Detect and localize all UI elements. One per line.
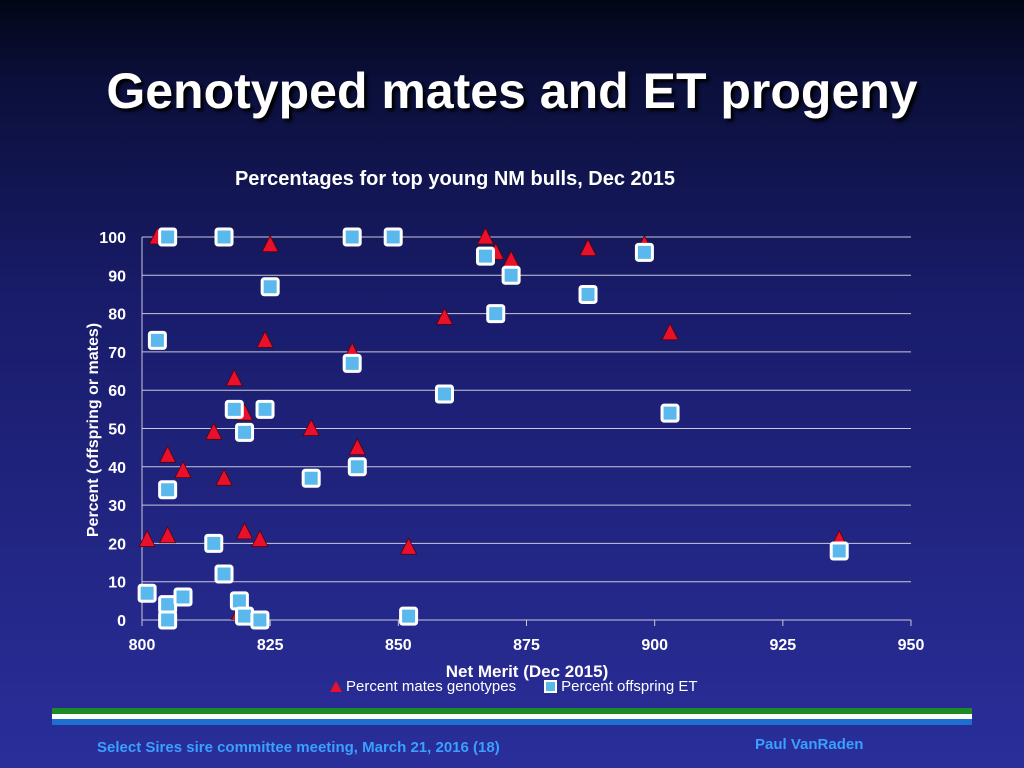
- y-tick-label: 60: [108, 383, 126, 400]
- footer-band-blue: [52, 719, 972, 725]
- offspring-point: [252, 612, 268, 628]
- y-tick-labels: 0 10 20 30 40 50 60 70 80 90 100: [99, 230, 126, 630]
- mates-point: [349, 439, 365, 455]
- mates-point: [160, 446, 176, 462]
- mates-point: [401, 538, 417, 554]
- mates-point: [237, 523, 253, 539]
- offspring-point: [385, 229, 401, 245]
- x-tick-label: 925: [769, 637, 796, 654]
- triangle-marker-icon: [330, 681, 342, 692]
- offspring-point: [303, 470, 319, 486]
- offspring-point: [160, 597, 176, 613]
- y-tick-label: 40: [108, 460, 126, 477]
- offspring-point: [226, 401, 242, 417]
- offspring-point: [231, 593, 247, 609]
- mates-point: [303, 420, 319, 436]
- mates-point: [662, 324, 678, 340]
- offspring-point: [206, 535, 222, 551]
- grid-lines: [142, 237, 911, 626]
- offspring-point: [401, 608, 417, 624]
- x-tick-label: 875: [513, 637, 540, 654]
- mates-point: [262, 236, 278, 252]
- offspring-point: [831, 543, 847, 559]
- legend-label-offspring: Percent offspring ET: [561, 678, 697, 695]
- mates-point: [477, 228, 493, 244]
- mates-point: [206, 423, 222, 439]
- mates-point: [216, 469, 232, 485]
- footer-meeting-text: Select Sires sire committee meeting, Mar…: [97, 739, 500, 756]
- offspring-point: [636, 244, 652, 260]
- offspring-point: [349, 459, 365, 475]
- legend-label-mates: Percent mates genotypes: [346, 678, 516, 695]
- offspring-point: [344, 355, 360, 371]
- y-tick-label: 70: [108, 345, 126, 362]
- offspring-point: [160, 612, 176, 628]
- offspring-point: [175, 589, 191, 605]
- legend: Percent mates genotypes Percent offsprin…: [330, 677, 726, 695]
- mates-point: [503, 251, 519, 267]
- offspring-point: [580, 286, 596, 302]
- x-tick-label: 825: [257, 637, 284, 654]
- y-tick-label: 100: [99, 230, 126, 247]
- offspring-point: [662, 405, 678, 421]
- mates-point: [436, 308, 452, 324]
- legend-item-mates: Percent mates genotypes: [330, 678, 516, 695]
- offspring-point: [216, 229, 232, 245]
- offspring-point: [488, 306, 504, 322]
- y-tick-label: 20: [108, 536, 126, 553]
- y-axis-label: Percent (offspring or mates): [85, 323, 102, 537]
- x-tick-label: 850: [385, 637, 412, 654]
- offspring-point: [436, 386, 452, 402]
- mates-point: [580, 239, 596, 255]
- y-tick-label: 0: [117, 613, 126, 630]
- offspring-point: [149, 332, 165, 348]
- offspring-point: [160, 482, 176, 498]
- offspring-point: [237, 424, 253, 440]
- y-tick-label: 10: [108, 575, 126, 592]
- offspring-point: [216, 566, 232, 582]
- square-marker-icon: [544, 680, 557, 693]
- offspring-point: [160, 229, 176, 245]
- mates-point: [226, 370, 242, 386]
- offspring-point: [257, 401, 273, 417]
- offspring-point: [262, 279, 278, 295]
- offspring-point: [344, 229, 360, 245]
- offspring-point: [477, 248, 493, 264]
- y-tick-label: 80: [108, 307, 126, 324]
- offspring-point: [237, 608, 253, 624]
- offspring-point: [503, 267, 519, 283]
- legend-item-offspring: Percent offspring ET: [544, 678, 697, 695]
- x-tick-label: 800: [129, 637, 156, 654]
- x-tick-label: 900: [641, 637, 668, 654]
- x-tick-label: 950: [898, 637, 925, 654]
- y-tick-label: 90: [108, 268, 126, 285]
- offspring-point: [139, 585, 155, 601]
- y-tick-label: 50: [108, 422, 126, 439]
- mates-point: [257, 331, 273, 347]
- mates-point: [160, 527, 176, 543]
- mates-point: [175, 462, 191, 478]
- footer-author-text: Paul VanRaden: [755, 736, 863, 753]
- x-tick-labels: 800 825 850 875 900 925 950: [129, 637, 925, 654]
- mates-point: [252, 531, 268, 547]
- y-tick-label: 30: [108, 498, 126, 515]
